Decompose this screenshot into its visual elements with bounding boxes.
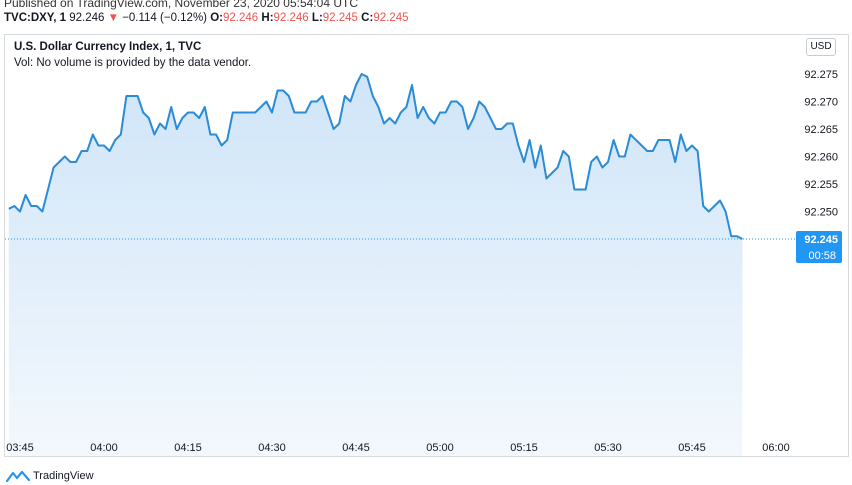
y-tick-label: 92.255: [804, 179, 838, 191]
price-badge-countdown: 00:58: [808, 250, 836, 262]
high-label: H:: [261, 12, 274, 24]
footer-brand-label: TradingView: [33, 470, 94, 482]
x-tick-label: 05:00: [426, 442, 454, 454]
x-tick-label: 05:45: [678, 442, 706, 454]
price-series-line: [8, 73, 743, 240]
x-tick-label: 04:15: [174, 442, 202, 454]
y-tick-label: 92.270: [804, 97, 838, 109]
close-label: C:: [361, 12, 374, 24]
footer-brand[interactable]: TradingView: [6, 469, 94, 483]
down-arrow-icon: ▼: [107, 12, 119, 24]
chart-frame: [4, 34, 849, 457]
y-tick-label: 92.260: [804, 152, 838, 164]
price-change: −0.114 (−0.12%): [122, 12, 208, 24]
symbol-label: TVC:DXY, 1: [4, 12, 66, 24]
x-tick-label: 05:30: [594, 442, 622, 454]
high-value: 92.246: [273, 12, 309, 24]
open-value: 92.246: [223, 12, 259, 24]
currency-button[interactable]: USD: [806, 38, 836, 56]
x-tick-label: 04:45: [342, 442, 370, 454]
low-label: L:: [311, 12, 323, 24]
x-tick-label: 03:45: [6, 442, 34, 454]
x-tick-label: 04:30: [258, 442, 286, 454]
last-price: 92.246: [69, 12, 105, 24]
ohlc-header: TVC:DXY, 1 92.246 ▼ −0.114 (−0.12%) O:92…: [4, 12, 409, 24]
price-badge: [796, 231, 842, 263]
legend-volume-note: Vol: No volume is provided by the data v…: [14, 57, 252, 69]
low-value: 92.245: [322, 12, 358, 24]
published-caption: Published on TradingView.com, November 2…: [4, 0, 358, 10]
x-tick-label: 04:00: [90, 442, 118, 454]
tradingview-logo-icon: [6, 470, 30, 482]
legend-title: U.S. Dollar Currency Index, 1, TVC: [14, 41, 202, 53]
x-tick-label: 06:00: [762, 442, 790, 454]
y-tick-label: 92.250: [804, 207, 838, 219]
y-tick-label: 92.275: [804, 69, 838, 81]
open-label: O:: [210, 12, 223, 24]
y-tick-label: 92.265: [804, 124, 838, 136]
price-badge-value: 92.245: [804, 234, 838, 246]
close-value: 92.245: [373, 12, 409, 24]
x-tick-label: 05:15: [510, 442, 538, 454]
price-area-fill: [8, 74, 743, 456]
